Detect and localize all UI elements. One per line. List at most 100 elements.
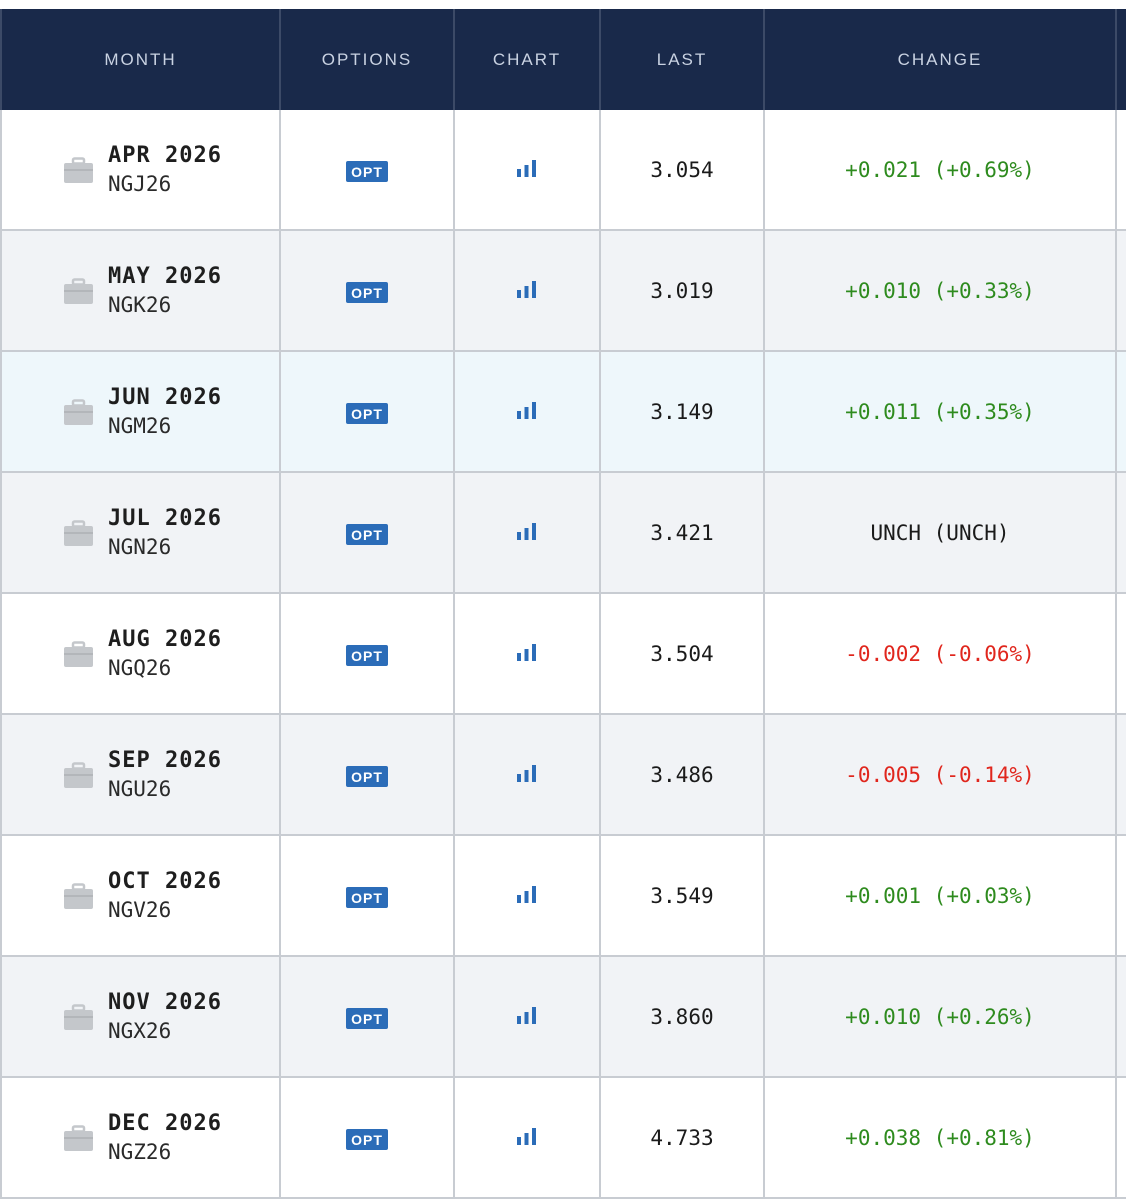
bar-chart-icon[interactable]	[515, 643, 539, 661]
contract-month[interactable]: APR 2026	[108, 142, 222, 168]
table-row: JUL 2026 NGN26 OPT 3.421 UNCH (UNCH)	[0, 472, 1126, 594]
options-button[interactable]: OPT	[346, 765, 388, 787]
options-button[interactable]: OPT	[346, 402, 388, 424]
bar-chart-icon[interactable]	[515, 885, 539, 903]
col-header-chart[interactable]: CHART	[453, 9, 601, 110]
month-cell: APR 2026 NGJ26	[0, 110, 281, 231]
briefcase-icon[interactable]	[64, 1003, 93, 1030]
briefcase-icon[interactable]	[64, 761, 93, 788]
extra-cell	[1115, 593, 1126, 715]
top-strip	[0, 0, 1126, 9]
chart-cell	[453, 351, 601, 473]
col-header-extra	[1115, 9, 1126, 110]
price-change: +0.021 (+0.69%)	[763, 110, 1117, 231]
briefcase-icon[interactable]	[64, 882, 93, 909]
contract-month[interactable]: NOV 2026	[108, 989, 222, 1015]
table-row: SEP 2026 NGU26 OPT 3.486 -0.005 (-0.14%)	[0, 714, 1126, 836]
price-change: -0.005 (-0.14%)	[763, 714, 1117, 836]
extra-cell	[1115, 472, 1126, 594]
briefcase-icon[interactable]	[64, 1124, 93, 1151]
bar-chart-icon[interactable]	[515, 401, 539, 419]
options-button[interactable]: OPT	[346, 1128, 388, 1150]
bar-chart-icon[interactable]	[515, 1006, 539, 1024]
table-row: MAY 2026 NGK26 OPT 3.019 +0.010 (+0.33%)	[0, 230, 1126, 352]
contract-symbol: NGV26	[108, 897, 172, 922]
col-header-month[interactable]: MONTH	[0, 9, 281, 110]
extra-cell	[1115, 351, 1126, 473]
chart-cell	[453, 230, 601, 352]
extra-cell	[1115, 1077, 1126, 1199]
contract-symbol: NGQ26	[108, 655, 172, 680]
price-change: +0.010 (+0.33%)	[763, 230, 1117, 352]
bar-chart-icon[interactable]	[515, 280, 539, 298]
options-cell: OPT	[279, 230, 455, 352]
last-price: 3.421	[599, 472, 765, 594]
options-cell: OPT	[279, 110, 455, 231]
contract-symbol: NGN26	[108, 534, 172, 559]
extra-cell	[1115, 230, 1126, 352]
last-price: 3.149	[599, 351, 765, 473]
options-button[interactable]: OPT	[346, 644, 388, 666]
chart-cell	[453, 835, 601, 957]
last-price: 4.733	[599, 1077, 765, 1199]
options-button[interactable]: OPT	[346, 1007, 388, 1029]
contract-month[interactable]: SEP 2026	[108, 747, 222, 773]
last-price: 3.549	[599, 835, 765, 957]
contract-symbol: NGK26	[108, 292, 172, 317]
price-change: +0.001 (+0.03%)	[763, 835, 1117, 957]
options-button[interactable]: OPT	[346, 281, 388, 303]
table-body: APR 2026 NGJ26 OPT 3.054 +0.021 (+0.69%)	[0, 110, 1126, 1199]
options-button[interactable]: OPT	[346, 886, 388, 908]
chart-cell	[453, 472, 601, 594]
briefcase-icon[interactable]	[64, 519, 93, 546]
contract-symbol: NGZ26	[108, 1139, 172, 1164]
month-cell: JUN 2026 NGM26	[0, 351, 281, 473]
extra-cell	[1115, 956, 1126, 1078]
contract-month[interactable]: JUN 2026	[108, 384, 222, 410]
last-price: 3.054	[599, 110, 765, 231]
briefcase-icon[interactable]	[64, 277, 93, 304]
chart-cell	[453, 110, 601, 231]
month-cell: MAY 2026 NGK26	[0, 230, 281, 352]
chart-cell	[453, 956, 601, 1078]
table-header: MONTH OPTIONS CHART LAST CHANGE	[0, 9, 1126, 110]
contract-month[interactable]: JUL 2026	[108, 505, 222, 531]
price-change: UNCH (UNCH)	[763, 472, 1117, 594]
col-header-change[interactable]: CHANGE	[763, 9, 1117, 110]
contract-symbol: NGM26	[108, 413, 172, 438]
options-cell: OPT	[279, 351, 455, 473]
bar-chart-icon[interactable]	[515, 522, 539, 540]
month-cell: JUL 2026 NGN26	[0, 472, 281, 594]
contract-symbol: NGJ26	[108, 171, 172, 196]
options-cell: OPT	[279, 956, 455, 1078]
price-change: +0.011 (+0.35%)	[763, 351, 1117, 473]
options-cell: OPT	[279, 1077, 455, 1199]
options-button[interactable]: OPT	[346, 523, 388, 545]
bar-chart-icon[interactable]	[515, 1127, 539, 1145]
chart-cell	[453, 593, 601, 715]
table-row: NOV 2026 NGX26 OPT 3.860 +0.010 (+0.26%)	[0, 956, 1126, 1078]
options-cell: OPT	[279, 472, 455, 594]
table-row: JUN 2026 NGM26 OPT 3.149 +0.011 (+0.35%)	[0, 351, 1126, 473]
col-header-options[interactable]: OPTIONS	[279, 9, 455, 110]
chart-cell	[453, 714, 601, 836]
briefcase-icon[interactable]	[64, 398, 93, 425]
contract-month[interactable]: DEC 2026	[108, 1110, 222, 1136]
options-cell: OPT	[279, 593, 455, 715]
contract-month[interactable]: OCT 2026	[108, 868, 222, 894]
bar-chart-icon[interactable]	[515, 159, 539, 177]
bar-chart-icon[interactable]	[515, 764, 539, 782]
last-price: 3.019	[599, 230, 765, 352]
col-header-last[interactable]: LAST	[599, 9, 765, 110]
briefcase-icon[interactable]	[64, 156, 93, 183]
last-price: 3.860	[599, 956, 765, 1078]
briefcase-icon[interactable]	[64, 640, 93, 667]
month-cell: NOV 2026 NGX26	[0, 956, 281, 1078]
contract-month[interactable]: AUG 2026	[108, 626, 222, 652]
contract-symbol: NGX26	[108, 1018, 172, 1043]
options-cell: OPT	[279, 714, 455, 836]
extra-cell	[1115, 714, 1126, 836]
contract-month[interactable]: MAY 2026	[108, 263, 222, 289]
options-button[interactable]: OPT	[346, 160, 388, 182]
